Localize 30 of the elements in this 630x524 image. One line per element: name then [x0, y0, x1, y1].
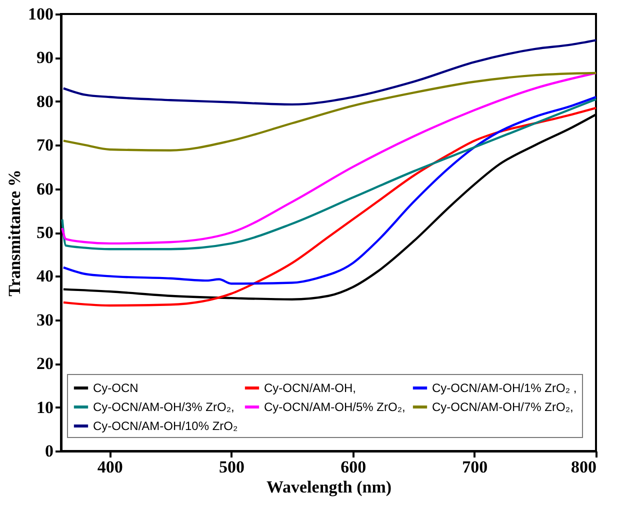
y-tick-label: 50 [36, 223, 54, 242]
x-tick-label: 400 [97, 458, 123, 476]
legend-label: Cy-OCN/AM-OH/10% ZrO₂ [93, 419, 238, 433]
line-series [62, 39, 598, 106]
x-tick-label: 800 [571, 458, 596, 476]
y-tick-label: 40 [36, 266, 54, 286]
legend-label: Cy-OCN/AM-OH/5% ZrO₂, [264, 400, 406, 414]
legend-label: Cy-OCN/AM-OH/1% ZrO₂ , [432, 381, 577, 395]
x-tick-label: 500 [218, 458, 244, 476]
y-tick-label: 70 [36, 136, 54, 155]
y-tick-label: 0 [45, 442, 54, 460]
legend-label: Cy-OCN/AM-OH/3% ZrO₂, [93, 400, 234, 414]
y-tick-label: 80 [36, 92, 54, 111]
y-axis-title: Transmittance % [5, 170, 24, 296]
y-tick-label: 20 [36, 354, 54, 374]
x-tick-label: 700 [462, 458, 488, 476]
y-tick-label: 10 [36, 398, 54, 417]
x-axis-title: Wavelength (nm) [266, 478, 392, 496]
line-series [62, 96, 598, 285]
legend-label: Cy-OCN/AM-OH/7% ZrO₂, [432, 400, 574, 414]
x-tick-label: 600 [340, 458, 366, 476]
line-series [62, 72, 598, 152]
y-tick-label: 100 [28, 4, 54, 24]
y-tick-label: 90 [36, 48, 54, 68]
line-series [61, 72, 598, 245]
line-series [61, 98, 598, 250]
y-tick-label: 60 [36, 179, 54, 198]
y-tick-label: 30 [36, 310, 54, 330]
legend-label: Cy-OCN/AM-OH, [264, 381, 356, 395]
legend-label: Cy-OCN [93, 381, 138, 395]
